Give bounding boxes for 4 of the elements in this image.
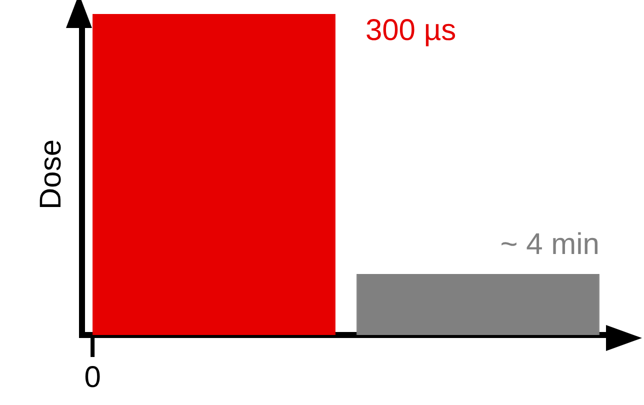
text: 0: [84, 361, 101, 394]
y-axis-title: Dose: [34, 139, 68, 210]
annotation: ~ 4 min: [500, 228, 600, 262]
annotation: 300 µs: [365, 14, 456, 47]
